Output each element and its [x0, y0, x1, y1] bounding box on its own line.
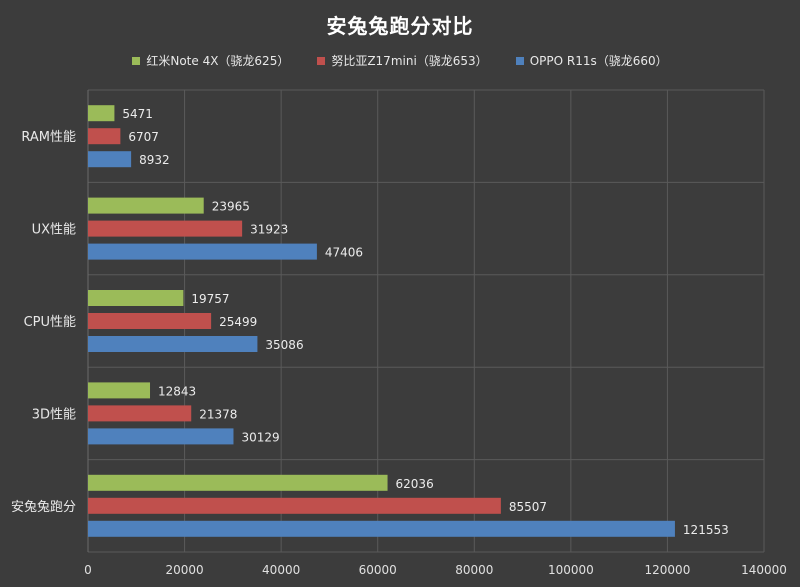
bar-series-1: [88, 220, 243, 237]
legend: 红米Note 4X（骁龙625） 努比亚Z17mini（骁龙653） OPPO …: [0, 52, 800, 69]
x-tick-label: 140000: [741, 563, 787, 577]
data-label: 30129: [241, 430, 279, 444]
data-label: 23965: [212, 200, 250, 214]
legend-swatch-series-1: [317, 56, 326, 65]
category-label: RAM性能: [21, 130, 76, 145]
data-label: 35086: [265, 338, 303, 352]
legend-swatch-series-0: [132, 56, 141, 65]
legend-item-series-1: 努比亚Z17mini（骁龙653）: [317, 52, 488, 69]
data-label: 121553: [683, 523, 729, 537]
bar-series-1: [88, 405, 192, 422]
category-label: UX性能: [32, 223, 76, 238]
data-label: 62036: [396, 477, 434, 491]
chart-title: 安兔兔跑分对比: [326, 14, 474, 38]
x-tick-label: 120000: [645, 563, 691, 577]
category-label: CPU性能: [24, 315, 76, 330]
bar-series-0: [88, 382, 151, 399]
legend-label-series-0: 红米Note 4X（骁龙625）: [146, 54, 290, 68]
legend-item-series-0: 红米Note 4X（骁龙625）: [132, 52, 289, 69]
bar-series-2: [88, 428, 234, 445]
data-label: 47406: [325, 246, 363, 260]
legend-swatch-series-2: [515, 56, 524, 65]
bar-series-1: [88, 497, 501, 514]
bar-series-2: [88, 243, 317, 260]
legend-label-series-2: OPPO R11s（骁龙660）: [529, 54, 668, 68]
bar-series-1: [88, 313, 212, 329]
data-label: 21378: [199, 407, 237, 421]
x-tick-label: 20000: [165, 563, 203, 577]
data-label: 12843: [158, 384, 196, 398]
data-label: 25499: [219, 315, 257, 329]
category-label: 3D性能: [32, 407, 76, 422]
x-tick-label: 60000: [359, 563, 397, 577]
data-label: 31923: [250, 223, 288, 237]
bar-series-2: [88, 336, 258, 352]
bar-series-0: [88, 197, 204, 214]
x-tick-label: 80000: [455, 563, 493, 577]
x-tick-label: 40000: [262, 563, 300, 577]
data-label: 5471: [122, 107, 153, 121]
data-label: 19757: [191, 292, 229, 306]
x-tick-label: 0: [84, 563, 92, 577]
category-label: 安兔兔跑分: [11, 500, 76, 515]
bar-series-2: [88, 151, 132, 168]
legend-item-series-2: OPPO R11s（骁龙660）: [515, 52, 668, 69]
x-tick-label: 100000: [548, 563, 594, 577]
data-label: 6707: [128, 130, 159, 144]
bar-series-0: [88, 105, 115, 122]
data-label: 85507: [509, 500, 547, 514]
bar-series-0: [88, 290, 184, 306]
bar-series-1: [88, 128, 121, 145]
bar-series-2: [88, 520, 675, 537]
bar-series-0: [88, 474, 388, 491]
legend-label-series-1: 努比亚Z17mini（骁龙653）: [331, 54, 488, 68]
data-label: 8932: [139, 153, 170, 167]
